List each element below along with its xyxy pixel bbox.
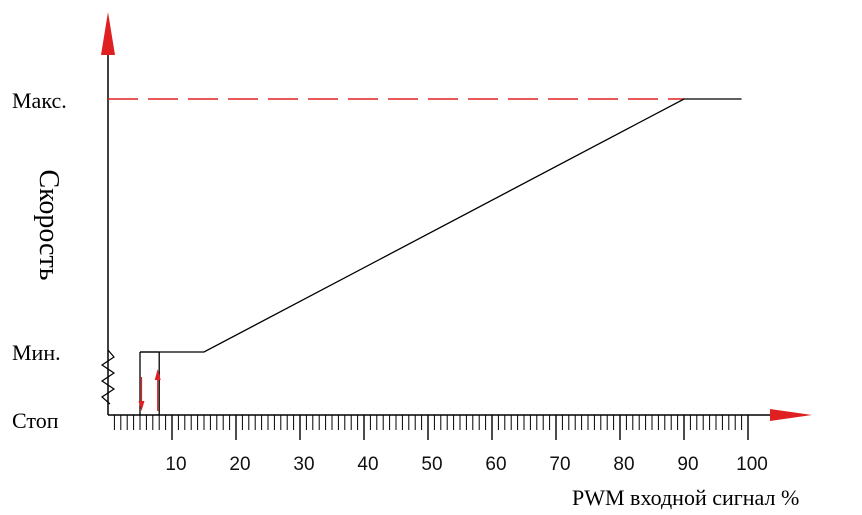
y-axis-arrow [101,12,115,55]
x-tick-label: 10 [165,454,186,475]
tick-labels: 10 20 30 40 50 60 70 80 90 100 [165,454,767,475]
zigzag-break [100,349,116,405]
x-tick-label: 70 [549,454,570,475]
x-tick-label: 40 [357,454,378,475]
x-axis-arrow [770,409,812,421]
x-tick-label: 90 [677,454,698,475]
axes [101,12,812,421]
hysteresis-arrows [138,351,161,415]
x-axis-label: PWM входной сигнал % [572,485,799,510]
y-level-max: Макс. [12,88,67,113]
y-level-stop: Стоп [12,408,59,433]
hysteresis-down-arrow-head [138,401,145,411]
x-tick-label: 20 [229,454,250,475]
y-axis-label: Скорость [33,170,64,281]
x-tick-label: 80 [613,454,634,475]
series-line [140,98,742,353]
hysteresis-up-arrow-head [154,369,161,380]
x-tick-label: 100 [736,454,768,475]
y-level-min: Мин. [12,340,61,365]
x-tick-label: 50 [421,454,442,475]
minor-ticks [113,415,749,440]
series-group [140,98,742,353]
x-tick-label: 60 [485,454,506,475]
x-tick-label: 30 [293,454,314,475]
